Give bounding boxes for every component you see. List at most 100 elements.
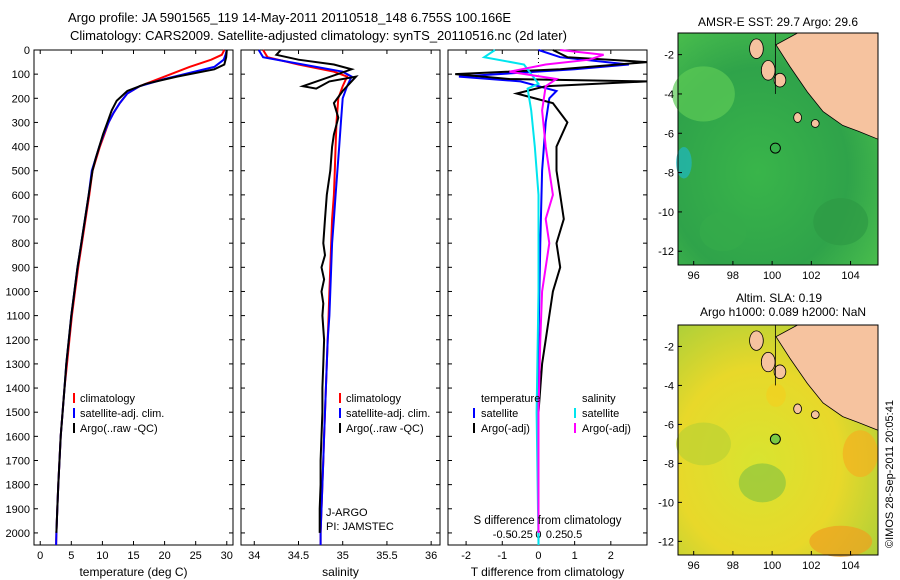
salinity-panel: 34 34.5 35 35.5 36 salinity climatology satelli… bbox=[240, 49, 441, 579]
sla-map-y-tick-label: -10 bbox=[658, 497, 674, 509]
temperature-x-tick-label: 30 bbox=[221, 550, 233, 562]
difference-series-temperature-argo-adj- bbox=[455, 49, 648, 533]
difference-frame bbox=[447, 49, 648, 546]
header-line-2: Climatology: CARS2009. Satellite-adjuste… bbox=[70, 28, 567, 43]
sst-map-y-tick-label: -8 bbox=[664, 168, 674, 180]
salinity-x-tick-label: 35.5 bbox=[376, 550, 397, 562]
temperature-x-tick-label: 10 bbox=[96, 550, 108, 562]
sst-map-field-anomaly bbox=[813, 198, 869, 246]
difference-series-salinity-argo-adj- bbox=[509, 49, 604, 533]
float-program-label: J-ARGO bbox=[326, 507, 368, 519]
sla-map-title: Altim. SLA: 0.19 bbox=[736, 291, 822, 305]
temperature-x-label: temperature (deg C) bbox=[79, 565, 187, 579]
depth-tick-label: 1600 bbox=[6, 431, 30, 443]
temperature-series-argo-raw-qc- bbox=[55, 49, 228, 533]
salinity-series-argo-raw-qc- bbox=[274, 49, 359, 533]
depth-tick-label: 1100 bbox=[6, 311, 30, 323]
temperature-legend-label: Argo(..raw -QC) bbox=[80, 423, 158, 435]
sst-map-panel: 96 98 100 102 104 -2 -4 -6 -8 -10 -12 AMSR-E SST: 2… bbox=[658, 15, 879, 282]
depth-tick-label: 0 bbox=[24, 45, 30, 57]
depth-tick-label: 2000 bbox=[6, 528, 30, 540]
depth-tick-label: 1300 bbox=[6, 359, 30, 371]
salinity-legend-label: climatology bbox=[346, 393, 402, 405]
depth-tick-label: 1500 bbox=[6, 407, 30, 419]
salinity-legend-label: satellite bbox=[582, 408, 619, 420]
salinity-x-tick-label: 34.5 bbox=[288, 550, 309, 562]
island bbox=[773, 364, 787, 380]
temperature-frame bbox=[33, 49, 234, 546]
difference-panel: -2 -1 0 1 2-0.5-0.25 0 0.25 0.5temperaturesatel… bbox=[447, 49, 648, 579]
depth-tick-label: 1800 bbox=[6, 480, 30, 492]
sla-map-y-tick-label: -6 bbox=[664, 419, 674, 431]
depth-tick-label: 600 bbox=[12, 190, 30, 202]
island bbox=[810, 410, 820, 419]
sla-map-field-anomaly bbox=[842, 430, 879, 478]
sla-map-y-tick-label: -12 bbox=[658, 536, 674, 548]
sla-map-field-anomaly bbox=[738, 463, 786, 503]
island bbox=[760, 351, 776, 373]
t-difference-tick-label: 2 bbox=[608, 550, 614, 562]
depth-tick-label: 800 bbox=[12, 238, 30, 250]
t-difference-tick-label: -1 bbox=[497, 550, 507, 562]
sla-map-x-tick-label: 102 bbox=[802, 560, 820, 572]
t-difference-tick-label: 1 bbox=[572, 550, 578, 562]
s-difference-x-label: S difference from climatology bbox=[473, 515, 621, 527]
salinity-legend-title: salinity bbox=[582, 393, 616, 405]
island bbox=[810, 119, 820, 128]
depth-tick-label: 1400 bbox=[6, 383, 30, 395]
sst-map-field-anomaly bbox=[676, 147, 692, 179]
sst-map-x-tick-label: 104 bbox=[841, 270, 859, 282]
island bbox=[793, 403, 802, 415]
sst-map-field-anomaly bbox=[699, 211, 747, 252]
depth-tick-label: 200 bbox=[12, 93, 30, 105]
temperature-legend-label: satellite bbox=[481, 408, 518, 420]
t-difference-tick-label: 0 bbox=[535, 550, 541, 562]
sla-map-field-anomaly bbox=[676, 422, 731, 466]
temperature-legend-title: temperature bbox=[481, 393, 540, 405]
sst-map-frame bbox=[677, 32, 879, 266]
sla-map-field-anomaly bbox=[809, 525, 873, 557]
sst-map-y-tick-label: -2 bbox=[664, 50, 674, 62]
depth-tick-label: 400 bbox=[12, 142, 30, 154]
s-difference-tick-label: 0.25 bbox=[546, 529, 567, 541]
s-difference-tick-label: 0.5 bbox=[567, 529, 582, 541]
t-difference-tick-label: -2 bbox=[461, 550, 471, 562]
salinity-legend-label: Argo(-adj) bbox=[582, 423, 631, 435]
sst-map-x-tick-label: 96 bbox=[688, 270, 700, 282]
depth-tick-label: 1200 bbox=[6, 335, 30, 347]
sst-map-x-tick-label: 98 bbox=[727, 270, 739, 282]
t-difference-x-label: T difference from climatology bbox=[471, 565, 625, 579]
salinity-x-label: salinity bbox=[322, 565, 359, 579]
depth-tick-label: 900 bbox=[12, 262, 30, 274]
float-pi-label: PI: JAMSTEC bbox=[326, 521, 394, 533]
s-difference-tick-label: -0.25 bbox=[508, 529, 533, 541]
temperature-x-tick-label: 0 bbox=[37, 550, 43, 562]
sla-map-x-tick-label: 100 bbox=[763, 560, 781, 572]
sla-map-frame bbox=[677, 324, 879, 556]
temperature-legend-label: satellite-adj. clim. bbox=[80, 408, 164, 420]
sst-map-title: AMSR-E SST: 29.7 Argo: 29.6 bbox=[698, 15, 858, 29]
imos-credit: ©IMOS 28-Sep-2011 20:05:41 bbox=[884, 400, 896, 548]
temperature-x-tick-label: 15 bbox=[127, 550, 139, 562]
argo-location-marker bbox=[769, 142, 781, 154]
salinity-x-tick-label: 35 bbox=[337, 550, 349, 562]
temperature-legend-label: Argo(-adj) bbox=[481, 423, 530, 435]
island bbox=[793, 112, 802, 123]
sst-map-x-tick-label: 102 bbox=[802, 270, 820, 282]
sla-map-panel: 96 98 100 102 104 -2 -4 -6 -8 -10 -12 Altim. SLA: 0… bbox=[658, 291, 879, 572]
sst-map-field-anomaly bbox=[672, 66, 735, 122]
salinity-legend-label: satellite-adj. clim. bbox=[346, 408, 430, 420]
sla-map-y-tick-label: -2 bbox=[664, 341, 674, 353]
sla-map-subtitle: Argo h1000: 0.089 h2000: NaN bbox=[700, 305, 866, 319]
island bbox=[749, 38, 764, 59]
s-difference-tick-label: -0.5 bbox=[493, 529, 512, 541]
sst-map-x-tick-label: 100 bbox=[763, 270, 781, 282]
sst-map-y-tick-label: -6 bbox=[664, 128, 674, 140]
sst-map-y-tick-label: -12 bbox=[658, 246, 674, 258]
argo-location-marker bbox=[769, 433, 781, 445]
sla-map-x-tick-label: 98 bbox=[727, 560, 739, 572]
depth-tick-label: 1700 bbox=[6, 455, 30, 467]
sst-map-y-tick-label: -10 bbox=[658, 207, 674, 219]
sla-map-y-tick-label: -4 bbox=[664, 380, 674, 392]
